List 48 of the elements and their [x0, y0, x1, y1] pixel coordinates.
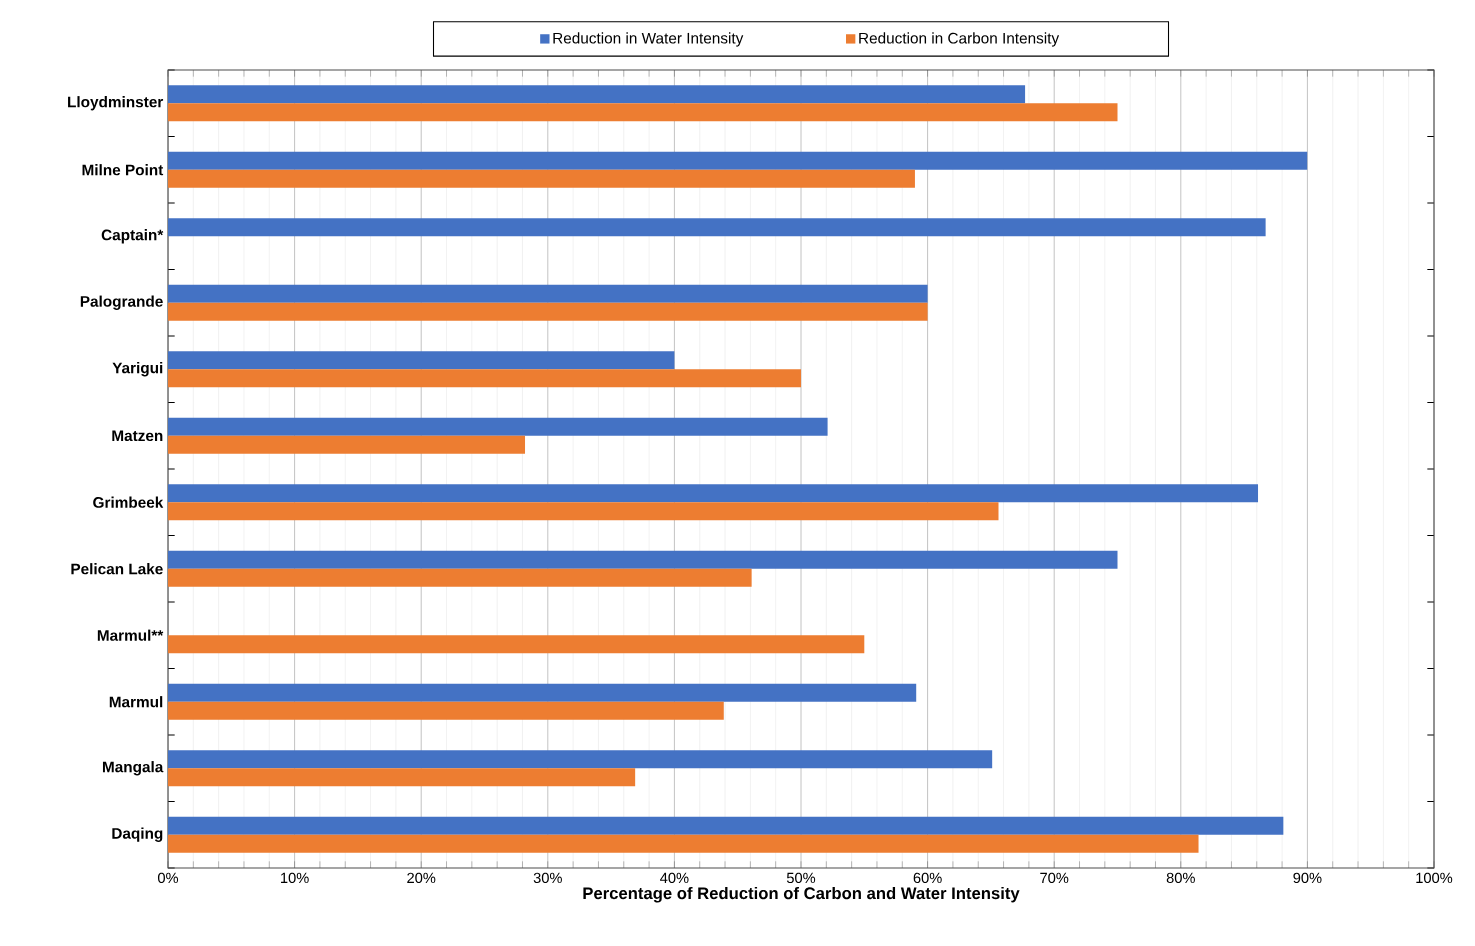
y-tick-label: Marmul	[109, 696, 163, 708]
bar	[168, 550, 1118, 569]
y-tick-label: Mangala	[102, 761, 164, 776]
y-tick-label: Marmul**	[97, 629, 164, 641]
x-tick-label: 90%	[1293, 872, 1322, 884]
bar	[168, 417, 828, 436]
bar	[168, 834, 1199, 853]
bar	[168, 169, 915, 188]
bar	[168, 768, 636, 787]
bar	[168, 701, 724, 720]
x-tick-label: 10%	[281, 872, 309, 884]
bar	[168, 435, 526, 454]
bar	[168, 284, 928, 303]
bar	[168, 502, 999, 521]
x-tick-label: 40%	[660, 872, 689, 884]
bar	[168, 816, 1284, 835]
bar	[168, 750, 993, 769]
x-tick-label: 50%	[786, 872, 816, 884]
x-tick-label: 0%	[157, 872, 179, 884]
x-axis-title: Percentage of Reduction of Carbon and Water Intensity	[583, 886, 1020, 903]
x-tick-label: 80%	[1166, 872, 1195, 884]
bar	[168, 484, 1259, 503]
bar	[168, 683, 917, 702]
bar	[168, 302, 928, 321]
legend-label: Reduction in Carbon Intensity	[859, 32, 1060, 47]
y-tick-label: Milne Point	[82, 164, 164, 176]
y-tick-label: Yarigui	[112, 362, 163, 377]
bar	[168, 369, 802, 388]
bar	[168, 351, 675, 370]
y-tick-label: Lloydminster	[68, 96, 164, 111]
y-tick-label: Daqing	[112, 827, 163, 842]
y-tick-label: Pelican Lake	[71, 563, 163, 575]
x-tick-label: 70%	[1040, 872, 1069, 884]
bar	[168, 103, 1118, 122]
x-tick-label: 100%	[1416, 872, 1453, 884]
bar	[168, 151, 1308, 170]
y-tick-label: Palogrande	[80, 295, 163, 310]
y-tick-label: Matzen	[112, 430, 163, 442]
y-tick-label: Captain*	[101, 229, 164, 244]
bar	[168, 218, 1266, 237]
x-tick-label: 20%	[407, 872, 436, 884]
y-tick-label: Grimbeek	[93, 496, 164, 508]
legend-label: Reduction in Water Intensity	[553, 32, 744, 47]
x-tick-label: 30%	[533, 872, 562, 884]
bar	[168, 635, 865, 654]
bar	[168, 568, 752, 587]
x-tick-label: 60%	[913, 872, 942, 884]
bar	[168, 85, 1026, 104]
